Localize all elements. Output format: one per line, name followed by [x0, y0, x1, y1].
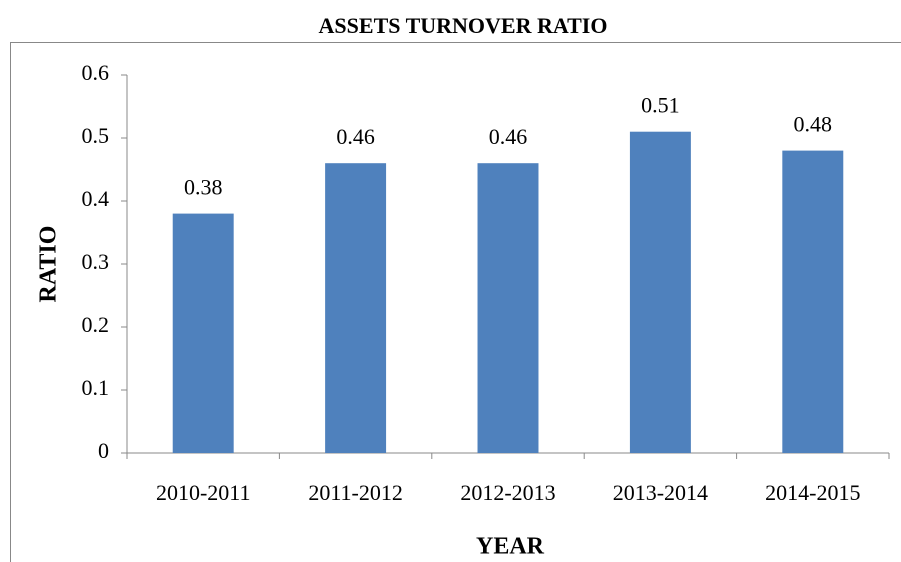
y-tick-label: 0.4	[82, 186, 110, 211]
x-tick-label: 2013-2014	[613, 480, 708, 505]
bar	[782, 150, 844, 453]
bar	[172, 213, 234, 453]
data-label: 0.46	[489, 124, 528, 149]
bar	[629, 131, 691, 453]
y-tick-label: 0.6	[82, 60, 110, 85]
y-tick-label: 0.2	[82, 312, 110, 337]
bar	[477, 163, 539, 453]
bar	[325, 163, 387, 453]
y-tick-label: 0.3	[82, 249, 110, 274]
y-axis-label: RATIO	[36, 226, 62, 303]
x-tick-label: 2011-2012	[308, 480, 403, 505]
data-label: 0.46	[336, 124, 375, 149]
y-tick-label: 0	[98, 438, 109, 463]
y-tick-label: 0.1	[82, 375, 110, 400]
x-axis-label: YEAR	[476, 534, 545, 560]
data-label: 0.51	[641, 93, 680, 118]
data-label: 0.48	[794, 112, 833, 137]
x-tick-label: 2014-2015	[765, 480, 860, 505]
x-tick-label: 2010-2011	[156, 480, 251, 505]
data-label: 0.38	[184, 175, 223, 200]
y-tick-label: 0.5	[82, 123, 110, 148]
chart-title: ASSETS TURNOVER RATIO	[319, 13, 608, 38]
x-tick-label: 2012-2013	[460, 480, 555, 505]
chart-border	[10, 42, 901, 562]
